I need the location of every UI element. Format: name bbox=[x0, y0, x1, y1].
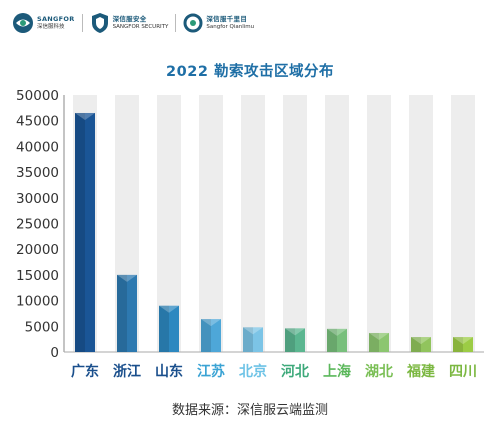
eye-ring-icon bbox=[183, 13, 203, 33]
column-background bbox=[325, 95, 349, 352]
y-tick-label: 5000 bbox=[25, 319, 59, 335]
bar-shade bbox=[327, 328, 337, 352]
column-background bbox=[409, 95, 433, 352]
bar bbox=[285, 328, 305, 352]
bar bbox=[75, 112, 95, 353]
column-background bbox=[241, 95, 265, 352]
bar-shade bbox=[453, 337, 463, 352]
logo-divider bbox=[175, 14, 177, 32]
logo-sub-text: 深信服科技 bbox=[37, 23, 65, 30]
bar-cap bbox=[453, 337, 473, 345]
x-tick-label: 山东 bbox=[155, 363, 183, 380]
y-tick-label: 15000 bbox=[16, 268, 59, 284]
sangfor-security-logo: 深信服安全 SANGFOR SECURITY bbox=[90, 12, 169, 34]
x-tick-label: 上海 bbox=[323, 363, 351, 380]
y-tick-label: 35000 bbox=[16, 165, 59, 181]
bar-shade bbox=[411, 337, 421, 352]
bar-cap bbox=[369, 332, 389, 340]
logo-main-text: 深信服安全 bbox=[112, 15, 147, 23]
bar bbox=[243, 327, 263, 352]
bar-cap bbox=[159, 305, 179, 313]
bar-shade bbox=[369, 332, 379, 352]
bar-cap bbox=[411, 337, 431, 345]
x-tick-label: 江苏 bbox=[197, 363, 225, 380]
y-tick-label: 20000 bbox=[16, 242, 59, 258]
x-tick-label: 湖北 bbox=[365, 364, 393, 380]
bar bbox=[117, 274, 137, 352]
y-tick-label: 30000 bbox=[16, 191, 59, 207]
bar-cap bbox=[243, 327, 263, 335]
bar bbox=[327, 328, 347, 352]
logo-main-text: SANGFOR bbox=[37, 15, 75, 23]
bar-cap bbox=[285, 328, 305, 336]
x-tick-label: 广东 bbox=[71, 363, 99, 380]
bar-shade bbox=[243, 327, 253, 352]
chart-title: 2022 勒索攻击区域分布 bbox=[166, 64, 334, 80]
x-tick-label: 北京 bbox=[239, 363, 267, 380]
column-background bbox=[451, 95, 475, 352]
bar-shade bbox=[285, 328, 295, 352]
bar bbox=[201, 319, 221, 352]
x-tick-label: 浙江 bbox=[113, 363, 141, 380]
source-note: 数据来源：深信服云端监测 bbox=[171, 403, 328, 418]
bar-shade bbox=[75, 112, 85, 353]
bar-shade bbox=[201, 319, 211, 352]
logo-sub-text: SANGFOR SECURITY bbox=[112, 23, 169, 30]
bar bbox=[159, 305, 179, 352]
y-tick-label: 0 bbox=[50, 345, 59, 361]
y-tick-label: 25000 bbox=[16, 217, 59, 233]
shield-icon bbox=[91, 13, 108, 33]
sangfor-logo-icon bbox=[13, 13, 33, 33]
bar bbox=[369, 332, 389, 352]
x-tick-label: 河北 bbox=[281, 363, 309, 380]
bar-shade bbox=[117, 274, 127, 352]
logo-main-text: 深信服千里目 bbox=[206, 15, 248, 23]
bar-cap bbox=[201, 319, 221, 327]
x-tick-label: 四川 bbox=[449, 364, 477, 380]
sangfor-logo: SANGFOR 深信服科技 bbox=[12, 12, 75, 34]
bar-cap bbox=[327, 328, 347, 336]
bar-cap bbox=[75, 112, 95, 120]
column-background bbox=[199, 95, 223, 352]
column-background bbox=[283, 95, 307, 352]
x-tick-label: 福建 bbox=[406, 363, 435, 380]
brand-logos: SANGFOR 深信服科技 深信服安全 SANGFOR SECURITY 深信服… bbox=[12, 10, 254, 36]
y-tick-label: 10000 bbox=[16, 294, 59, 310]
y-tick-label: 50000 bbox=[16, 88, 59, 104]
y-tick-label: 45000 bbox=[16, 114, 59, 130]
bar bbox=[411, 337, 431, 352]
bar-shade bbox=[159, 305, 169, 352]
column-background bbox=[367, 95, 391, 352]
y-tick-label: 40000 bbox=[16, 139, 59, 155]
logo-sub-text: Sangfor Qianlimu bbox=[206, 23, 255, 30]
bar bbox=[453, 337, 473, 352]
bar-cap bbox=[117, 274, 137, 282]
logo-divider bbox=[81, 14, 83, 32]
qianlimu-logo: 深信服千里目 Sangfor Qianlimu bbox=[183, 13, 254, 33]
